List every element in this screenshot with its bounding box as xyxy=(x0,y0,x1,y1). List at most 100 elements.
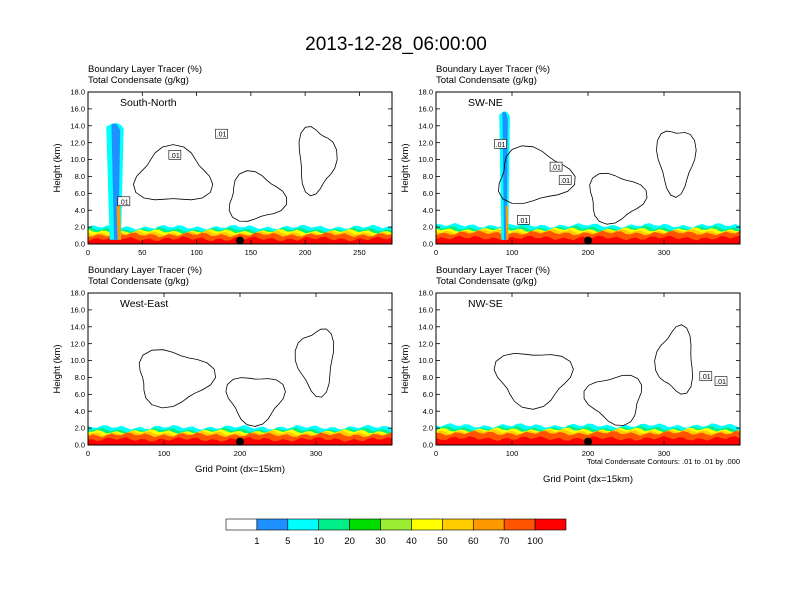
colorbar-label: 50 xyxy=(437,536,448,547)
contour-label: .01 xyxy=(519,218,529,225)
colorbar-label: 10 xyxy=(313,536,324,547)
y-tick-label: 10.0 xyxy=(70,356,85,365)
colorbar-swatch xyxy=(534,518,567,531)
y-tick-label: 14.0 xyxy=(418,121,433,130)
condensate-contour xyxy=(298,126,338,197)
x-tick-label: 0 xyxy=(86,449,90,458)
y-tick-label: 18.0 xyxy=(418,289,433,298)
y-tick-label: 18.0 xyxy=(418,88,433,97)
y-tick-label: 12.0 xyxy=(70,138,85,147)
plume-base xyxy=(116,206,122,240)
y-tick-label: 12.0 xyxy=(70,339,85,348)
colorbar-swatch xyxy=(318,518,350,531)
x-tick-label: 0 xyxy=(86,248,90,257)
y-tick-label: 4.0 xyxy=(75,407,85,416)
colorbar: 1 5 10 20 30 40 50 60 70 100 xyxy=(225,518,567,547)
field-title: Boundary Layer Tracer (%) xyxy=(436,64,550,75)
section-label: West-East xyxy=(120,298,168,310)
x-tick-label: 200 xyxy=(582,248,595,257)
y-tick-label: 8.0 xyxy=(75,373,85,382)
contour-label-box xyxy=(558,175,572,185)
x-tick-label: 100 xyxy=(506,449,519,458)
y-tick-label: 6.0 xyxy=(75,390,85,399)
y-tick-label: 16.0 xyxy=(418,305,433,314)
y-tick-label: 10.0 xyxy=(418,356,433,365)
colorbar-label: 20 xyxy=(344,536,355,547)
y-tick-label: 10.0 xyxy=(70,155,85,164)
y-tick-label: 8.0 xyxy=(75,172,85,181)
section-label: SW-NE xyxy=(468,97,503,109)
condensate-contour xyxy=(138,349,217,409)
contour-label-box xyxy=(117,196,131,207)
contour-note: Total Condensate Contours: .01 to .01 by… xyxy=(587,457,740,466)
contour-label-box xyxy=(494,139,507,149)
y-tick-label: 10.0 xyxy=(418,155,433,164)
y-tick-label: 4.0 xyxy=(423,206,433,215)
y-tick-label: 14.0 xyxy=(70,121,85,130)
condensate-contour xyxy=(583,374,643,426)
y-tick-label: 8.0 xyxy=(423,172,433,181)
x-axis-label: Grid Point (dx=15km) xyxy=(543,474,633,485)
condensate-contour xyxy=(589,172,648,225)
condensate-contour xyxy=(498,145,576,204)
contour-title: Total Condensate (g/kg) xyxy=(88,276,189,287)
panel-sw-ne: Boundary Layer Tracer (%)Total Condensat… xyxy=(400,64,741,257)
x-tick-label: 200 xyxy=(299,248,312,257)
colorbar-swatch xyxy=(411,518,443,531)
contour-label: .01 xyxy=(701,374,711,381)
y-axis-label: Height (km) xyxy=(400,143,411,192)
x-tick-label: 50 xyxy=(138,248,146,257)
section-label: South-North xyxy=(120,97,177,109)
y-tick-label: 18.0 xyxy=(70,88,85,97)
y-tick-label: 0.0 xyxy=(75,441,85,450)
y-tick-label: 18.0 xyxy=(70,289,85,298)
y-tick-label: 8.0 xyxy=(423,373,433,382)
colorbar-label: 100 xyxy=(527,536,543,547)
panel-south-north: Boundary Layer Tracer (%)Total Condensat… xyxy=(52,64,393,257)
condensate-contour xyxy=(656,130,697,198)
condensate-contour xyxy=(225,377,286,427)
colorbar-label: 70 xyxy=(499,536,510,547)
plot-frame xyxy=(435,292,741,446)
contour-label-box xyxy=(215,128,228,139)
colorbar-label: 60 xyxy=(468,536,479,547)
colorbar-swatch xyxy=(349,518,381,531)
x-tick-label: 100 xyxy=(158,449,171,458)
tracer-field xyxy=(88,328,392,445)
contour-label-box xyxy=(517,215,530,225)
y-tick-label: 6.0 xyxy=(423,189,433,198)
contour-label: .01 xyxy=(496,142,506,149)
x-tick-label: 250 xyxy=(353,248,366,257)
location-marker xyxy=(584,236,592,245)
y-tick-label: 2.0 xyxy=(75,223,85,232)
contour-title: Total Condensate (g/kg) xyxy=(436,75,537,86)
contour-label-box xyxy=(549,161,563,172)
plume-base xyxy=(505,206,509,240)
contour-label-box xyxy=(168,150,182,160)
y-tick-label: 0.0 xyxy=(423,240,433,249)
x-tick-label: 300 xyxy=(658,248,671,257)
colorbar-swatch xyxy=(256,518,289,531)
colorbar-swatch xyxy=(225,518,258,531)
condensate-contour xyxy=(294,328,335,398)
contour-label: .01 xyxy=(551,165,561,172)
tracer-field xyxy=(436,324,740,445)
contour-label-box xyxy=(714,376,728,386)
x-tick-label: 100 xyxy=(190,248,203,257)
contour-title: Total Condensate (g/kg) xyxy=(88,75,189,86)
condensate-contour xyxy=(228,170,288,222)
y-tick-label: 14.0 xyxy=(70,322,85,331)
plot-frame xyxy=(87,292,393,446)
location-marker xyxy=(236,236,244,245)
y-tick-label: 16.0 xyxy=(70,104,85,113)
x-tick-label: 300 xyxy=(310,449,323,458)
field-title: Boundary Layer Tracer (%) xyxy=(88,64,202,75)
y-tick-label: 2.0 xyxy=(423,424,433,433)
location-marker xyxy=(584,437,592,446)
x-tick-label: 0 xyxy=(434,248,438,257)
field-title: Boundary Layer Tracer (%) xyxy=(436,265,550,276)
colorbar-label: 30 xyxy=(375,536,386,547)
contour-label: .01 xyxy=(170,153,180,160)
condensate-contour xyxy=(654,324,694,395)
